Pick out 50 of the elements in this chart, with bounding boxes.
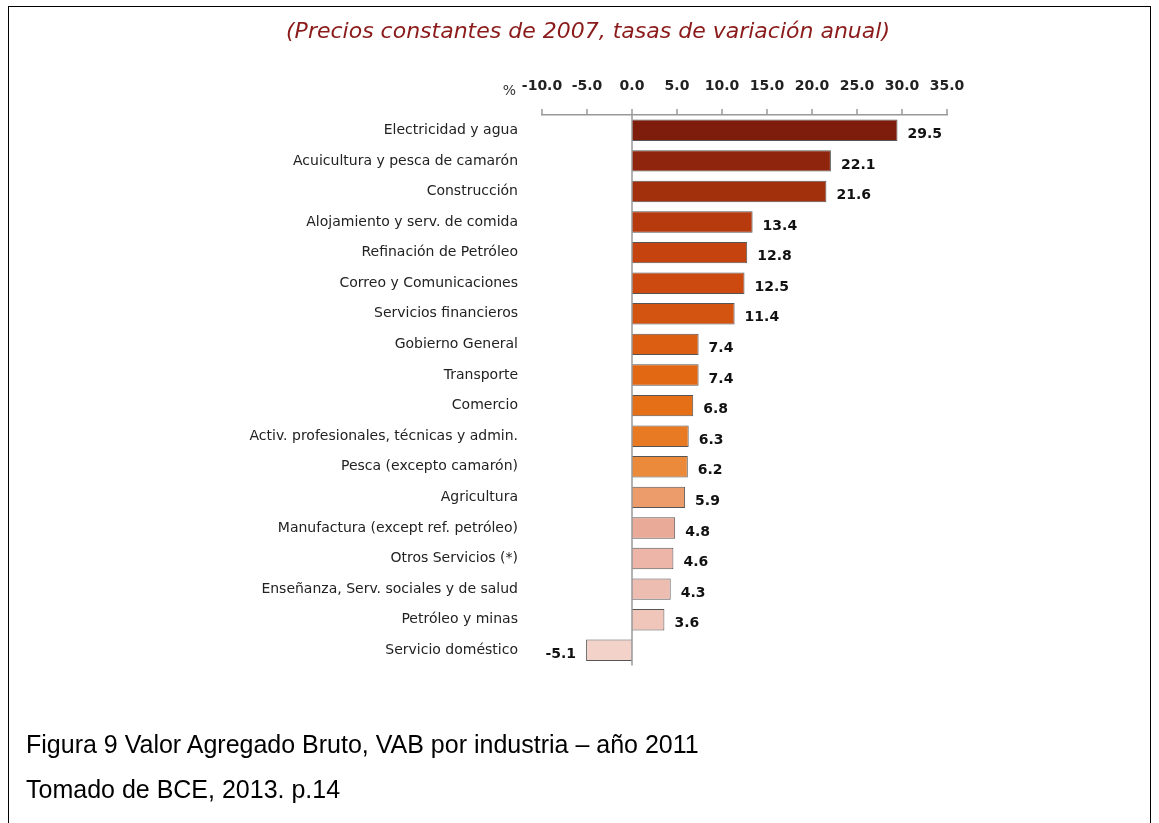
text: Tomado de BCE, 2013. p.14: [26, 775, 341, 804]
data-label: 13.4: [762, 216, 798, 233]
y-tick-label: Petróleo y minas: [401, 610, 518, 627]
y-tick-label: Electricidad y agua: [383, 120, 518, 137]
data-label: 29.5: [907, 124, 943, 141]
data-label: -5.1: [545, 644, 577, 661]
x-tick-label: 5.0: [664, 77, 690, 94]
y-tick-label: Correo y Comunicaciones: [339, 273, 518, 290]
x-tick-label: 20.0: [794, 77, 830, 94]
data-label: 3.6: [674, 614, 700, 631]
data-label: 7.4: [708, 339, 734, 356]
data-label: 11.4: [744, 308, 780, 325]
data-label: 4.6: [683, 553, 709, 570]
y-tick-label: Gobierno General: [394, 335, 518, 352]
x-axis-title: %: [502, 81, 516, 98]
data-label: 21.6: [836, 186, 871, 203]
y-tick-label: Servicio doméstico: [385, 640, 518, 657]
data-label: 4.8: [685, 522, 711, 539]
y-tick-label: Alojamiento y serv. de comida: [306, 212, 518, 229]
data-label: 12.8: [757, 247, 792, 264]
text: Figura 9 Valor Agregado Bruto, VAB por industria – año 2011: [26, 730, 699, 759]
data-label: 22.1: [840, 155, 876, 172]
y-tick-label: Refinación de Petróleo: [361, 243, 518, 260]
y-tick-label: Otros Servicios (*): [390, 549, 518, 566]
x-tick-label: 35.0: [929, 77, 965, 94]
y-tick-label: Servicios financieros: [374, 304, 518, 321]
x-tick-label: -5.0: [571, 77, 603, 94]
y-tick-label: Pesca (excepto camarón): [341, 457, 518, 474]
x-tick-label: 0.0: [619, 77, 645, 94]
x-tick-label: 25.0: [839, 77, 875, 94]
x-tick-label: 10.0: [704, 77, 740, 94]
x-tick-label: 30.0: [884, 77, 920, 94]
x-tick-label: 15.0: [749, 77, 785, 94]
y-tick-label: Activ. profesionales, técnicas y admin.: [249, 426, 518, 443]
y-tick-label: Acuicultura y pesca de camarón: [293, 151, 518, 168]
y-tick-label: Manufactura (except ref. petróleo): [277, 518, 518, 535]
x-tick-label: -10.0: [521, 77, 563, 94]
chart-title: (Precios constantes de 2007, tasas de variación anual): [285, 18, 891, 43]
data-label: 4.3: [680, 583, 706, 600]
y-tick-label: Transporte: [442, 365, 518, 382]
data-label: 7.4: [708, 369, 734, 386]
data-label: 6.2: [697, 461, 723, 478]
y-tick-label: Comercio: [451, 396, 518, 413]
data-label: 6.8: [703, 400, 729, 417]
y-tick-label: Agricultura: [440, 488, 518, 504]
data-label: 12.5: [754, 277, 790, 294]
y-tick-label: Construcción: [426, 182, 518, 199]
data-label: 5.9: [695, 492, 720, 508]
data-label: 6.3: [698, 430, 724, 447]
y-tick-label: Enseñanza, Serv. sociales y de salud: [261, 579, 518, 596]
